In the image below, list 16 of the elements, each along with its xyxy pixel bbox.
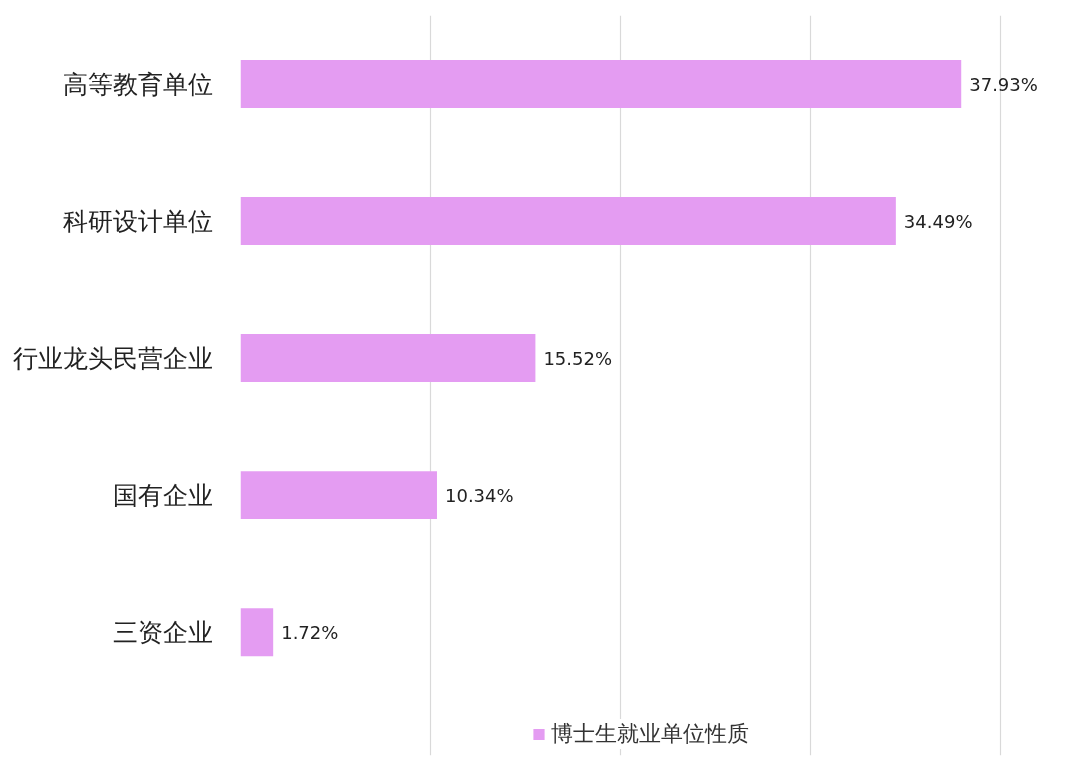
bar [240, 471, 437, 520]
bar [240, 197, 896, 246]
y-tick-label: 国有企业 [112, 480, 213, 510]
data-label: 10.34% [444, 484, 514, 506]
bar [240, 608, 274, 657]
bar [240, 334, 536, 383]
y-tick-label: 科研设计单位 [62, 206, 213, 236]
data-label: 15.52% [543, 347, 613, 369]
legend-label: 博士生就业单位性质 [550, 720, 749, 748]
bar [240, 60, 962, 108]
data-label: 37.93% [969, 73, 1038, 95]
data-label: 1.72% [281, 621, 339, 643]
data-label: 34.49% [903, 210, 973, 232]
y-tick-label: 行业龙头民营企业 [12, 343, 213, 373]
y-tick-label: 三资企业 [112, 617, 213, 647]
y-tick-label: 高等教育单位 [62, 69, 213, 99]
